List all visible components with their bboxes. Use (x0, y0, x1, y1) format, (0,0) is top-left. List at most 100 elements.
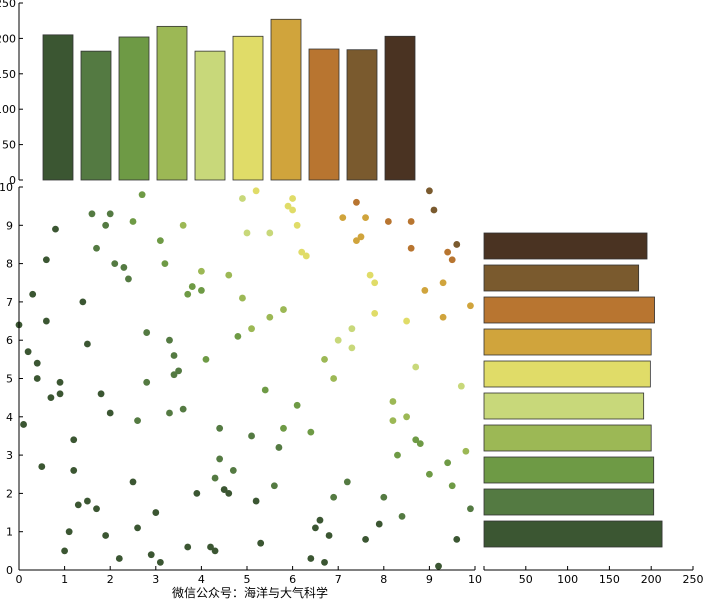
x-tick-label: 2 (107, 573, 114, 586)
scatter-point (170, 371, 178, 379)
scatter-point (239, 294, 246, 302)
scatter-point (435, 562, 442, 570)
scatter-point (280, 306, 287, 313)
bar (483, 232, 648, 260)
scatter-point (102, 221, 110, 229)
scatter-point (216, 424, 224, 432)
scatter-point (211, 474, 219, 482)
x-tick-label: 0 (16, 573, 23, 586)
y-tick-label: 0 (9, 174, 16, 187)
scatter-point (111, 260, 119, 267)
x-tick-label: 250 (683, 573, 704, 586)
bar (118, 36, 150, 181)
scatter-point (125, 275, 132, 283)
bar (232, 35, 264, 181)
scatter-point (179, 405, 187, 413)
scatter-point (129, 478, 137, 486)
scatter-point (166, 409, 173, 417)
scatter-point (211, 547, 219, 555)
scatter-point (430, 206, 438, 214)
bar (384, 35, 416, 181)
scatter-point (239, 195, 246, 202)
bar (483, 328, 652, 356)
scatter-point (284, 202, 292, 210)
scatter-point (334, 336, 342, 344)
scatter-point (20, 421, 27, 428)
scatter-point (138, 191, 146, 199)
scatter-point (371, 279, 379, 287)
scatter-point (42, 256, 50, 264)
scatter-point (330, 375, 338, 382)
scatter-point (202, 355, 210, 363)
scatter-point (362, 214, 369, 222)
scatter-point (93, 244, 100, 252)
scatter-point (453, 535, 461, 543)
scatter-point (220, 486, 228, 493)
scatter-point (166, 336, 173, 344)
scatter-point (84, 497, 91, 505)
scatter-point (280, 424, 287, 432)
bar (483, 520, 663, 548)
bar (308, 48, 340, 181)
scatter-point (412, 436, 420, 444)
scatter-point (375, 520, 383, 528)
scatter-point (79, 298, 87, 306)
scatter-point (229, 467, 237, 474)
scatter-point (70, 467, 78, 474)
x-tick-label: 7 (335, 573, 342, 586)
bar (270, 18, 302, 181)
scatter-point (42, 317, 50, 325)
scatter-point (88, 210, 96, 218)
scatter-point (257, 539, 265, 547)
scatter-point (225, 490, 233, 497)
y-tick-label: 2 (6, 487, 13, 500)
scatter-point (307, 555, 315, 562)
y-tick-label: 10 (0, 181, 13, 194)
scatter-point (102, 532, 110, 539)
scatter-point (312, 524, 319, 532)
x-tick-label: 4 (198, 573, 205, 586)
caption: 微信公众号：海洋与大气科学 (172, 585, 328, 600)
scatter-point (84, 340, 91, 348)
scatter-point (343, 478, 351, 486)
scatter-point (248, 325, 255, 333)
x-tick-label: 200 (641, 573, 662, 586)
scatter-point (56, 378, 64, 386)
scatter-point (407, 218, 415, 225)
scatter-point (298, 248, 306, 256)
scatter-point (357, 233, 365, 241)
scatter-point (339, 214, 347, 222)
scatter-point (106, 409, 114, 417)
scatter-point (448, 256, 456, 264)
scatter-point (380, 493, 388, 501)
y-tick-label: 0 (6, 564, 13, 577)
y-tick-label: 1 (6, 526, 13, 539)
scatter-point (33, 375, 41, 382)
scatter-point (316, 516, 324, 524)
scatter-point (188, 283, 196, 290)
scatter-point (198, 267, 205, 275)
scatter-point (330, 493, 338, 501)
scatter-point (184, 543, 192, 551)
scatter-point (467, 505, 474, 513)
y-tick-label: 8 (6, 258, 13, 271)
scatter-point (198, 287, 205, 294)
scatter-point (421, 287, 429, 294)
y-tick-label: 50 (2, 139, 16, 152)
x-tick-label: 50 (519, 573, 533, 586)
scatter-point (412, 363, 420, 371)
scatter-point (216, 455, 224, 463)
scatter-point (56, 390, 64, 398)
bar (80, 50, 112, 181)
bar (483, 456, 655, 484)
scatter-point (248, 432, 255, 440)
scatter-point (325, 532, 333, 539)
scatter-point (33, 359, 41, 367)
scatter-point (29, 290, 37, 298)
x-tick-label: 6 (289, 573, 296, 586)
scatter-point (389, 398, 397, 405)
scatter-point (243, 229, 251, 237)
scatter-point (293, 401, 301, 409)
scatter-point (457, 382, 465, 390)
y-tick-label: 200 (0, 32, 16, 45)
